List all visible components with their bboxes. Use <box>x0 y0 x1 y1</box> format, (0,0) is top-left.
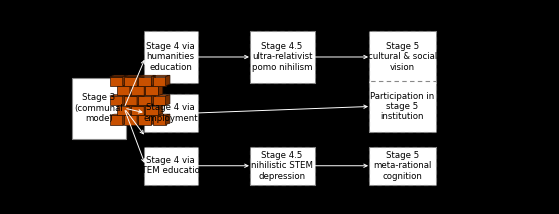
Polygon shape <box>138 75 155 77</box>
FancyBboxPatch shape <box>369 147 436 185</box>
Polygon shape <box>137 95 141 105</box>
Polygon shape <box>138 114 155 116</box>
Polygon shape <box>110 114 127 116</box>
FancyBboxPatch shape <box>72 78 126 138</box>
Polygon shape <box>137 75 141 86</box>
Polygon shape <box>131 104 149 106</box>
Polygon shape <box>138 77 151 86</box>
Polygon shape <box>131 86 144 95</box>
Polygon shape <box>165 95 170 105</box>
Polygon shape <box>117 106 130 115</box>
Polygon shape <box>124 114 141 116</box>
FancyBboxPatch shape <box>144 147 198 185</box>
Polygon shape <box>153 96 165 105</box>
Polygon shape <box>165 75 170 86</box>
Polygon shape <box>110 95 127 96</box>
Polygon shape <box>145 86 158 95</box>
Polygon shape <box>151 75 155 86</box>
Polygon shape <box>110 75 127 77</box>
Polygon shape <box>123 75 127 86</box>
Polygon shape <box>124 77 137 86</box>
Polygon shape <box>110 77 123 86</box>
Text: Stage 4.5
ultra-relativist
pomo nihilism: Stage 4.5 ultra-relativist pomo nihilism <box>252 42 312 72</box>
Polygon shape <box>151 95 155 105</box>
Polygon shape <box>145 104 163 106</box>
Polygon shape <box>137 114 141 125</box>
Polygon shape <box>131 106 144 115</box>
FancyBboxPatch shape <box>144 94 198 132</box>
FancyBboxPatch shape <box>144 31 198 83</box>
FancyBboxPatch shape <box>250 31 315 83</box>
Polygon shape <box>123 95 127 105</box>
Polygon shape <box>117 86 130 95</box>
Polygon shape <box>151 114 155 125</box>
Polygon shape <box>138 95 155 96</box>
Polygon shape <box>117 85 134 86</box>
Polygon shape <box>124 75 141 77</box>
Polygon shape <box>131 85 149 86</box>
Text: Stage 4.5
nihilistic STEM
depression: Stage 4.5 nihilistic STEM depression <box>251 151 313 181</box>
Polygon shape <box>130 85 134 95</box>
Text: Stage 4 via
employment: Stage 4 via employment <box>143 103 198 123</box>
Text: Participation in
stage 5
institution: Participation in stage 5 institution <box>370 92 434 121</box>
FancyBboxPatch shape <box>369 31 436 83</box>
Polygon shape <box>124 95 141 96</box>
Polygon shape <box>138 96 151 105</box>
Text: Stage 4 via
humanities
education: Stage 4 via humanities education <box>146 42 195 72</box>
Polygon shape <box>123 114 127 125</box>
Polygon shape <box>153 77 165 86</box>
Polygon shape <box>153 114 170 116</box>
Polygon shape <box>117 104 134 106</box>
Polygon shape <box>144 104 149 115</box>
Polygon shape <box>153 116 165 125</box>
Polygon shape <box>144 85 149 95</box>
Polygon shape <box>110 96 123 105</box>
Polygon shape <box>165 114 170 125</box>
Polygon shape <box>153 95 170 96</box>
FancyBboxPatch shape <box>369 81 436 132</box>
Polygon shape <box>153 75 170 77</box>
Polygon shape <box>124 116 137 125</box>
Polygon shape <box>158 104 163 115</box>
Text: Stage 5
cultural & social
vision: Stage 5 cultural & social vision <box>368 42 437 72</box>
Polygon shape <box>145 85 163 86</box>
Text: Stage 3
(communal
mode): Stage 3 (communal mode) <box>75 93 124 123</box>
Polygon shape <box>138 116 151 125</box>
Polygon shape <box>110 116 123 125</box>
Polygon shape <box>130 104 134 115</box>
FancyBboxPatch shape <box>250 147 315 185</box>
Text: Stage 5
meta-rational
cognition: Stage 5 meta-rational cognition <box>373 151 432 181</box>
Polygon shape <box>124 96 137 105</box>
Polygon shape <box>158 85 163 95</box>
Polygon shape <box>145 106 158 115</box>
Text: Stage 4 via
STEM education: Stage 4 via STEM education <box>136 156 205 175</box>
